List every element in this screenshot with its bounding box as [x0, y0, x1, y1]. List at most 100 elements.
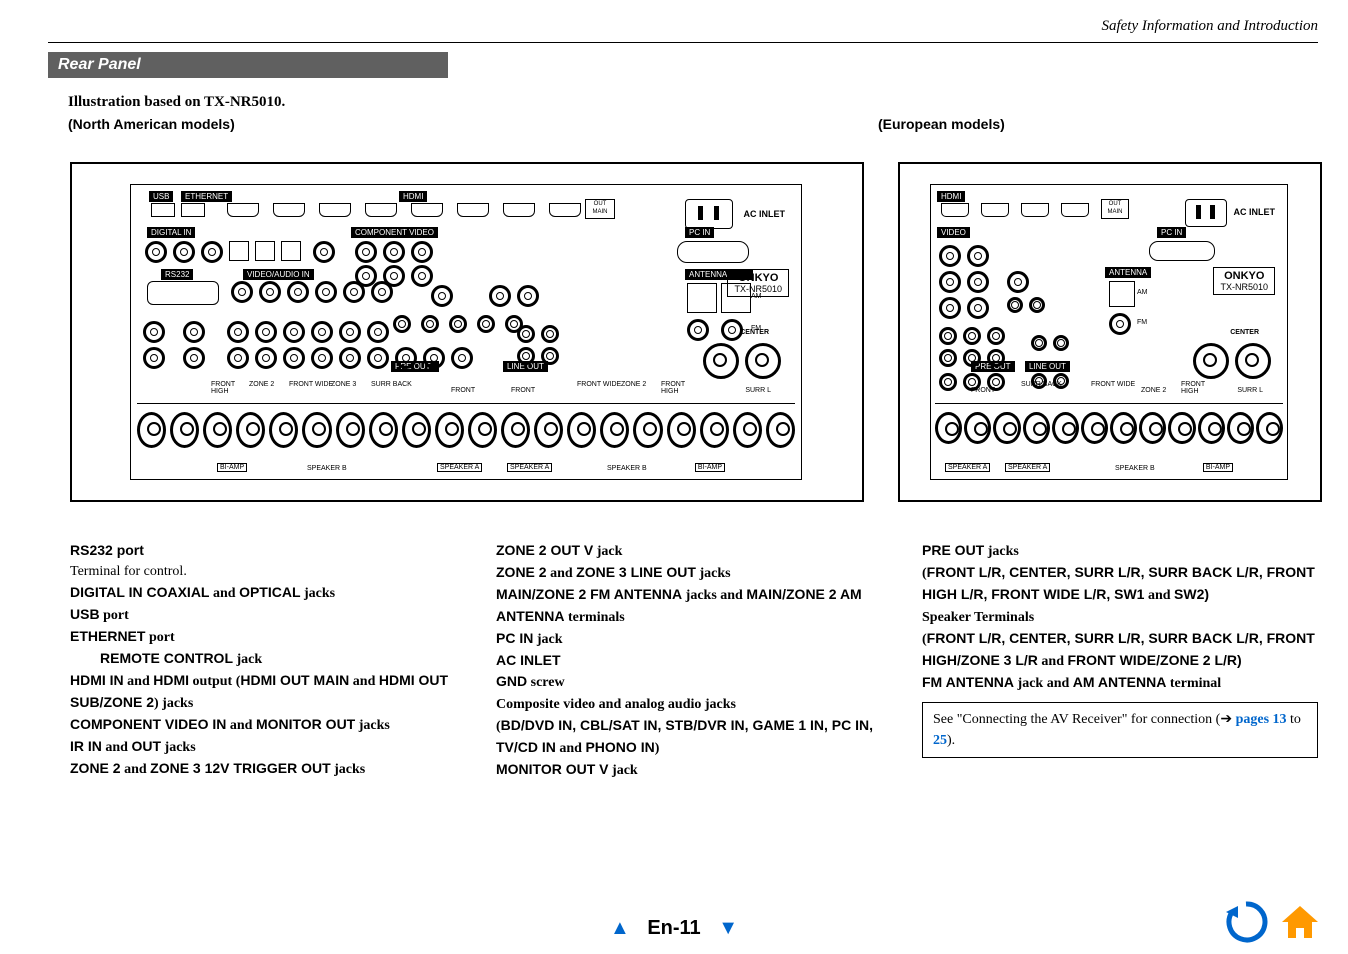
biamp-r: BI-AMP [695, 463, 725, 472]
strip-hdmi: HDMI [399, 191, 427, 202]
mid-row1 [143, 321, 389, 343]
center-pair [703, 343, 781, 379]
am-label-eu: AM [1137, 289, 1148, 296]
lbl-frontwide: FRONT WIDE [289, 381, 333, 388]
c1-terminal: Terminal for control. [70, 561, 466, 582]
lbl-zone2: ZONE 2 [249, 381, 274, 388]
out-main: OUT MAIN [585, 199, 615, 219]
page-number: En-11 [647, 917, 700, 939]
c2-l7: Composite video and analog audio jacks [496, 697, 736, 712]
c2-l8b6: TV/CD IN [496, 739, 556, 755]
lbl-front1: FRONT [451, 387, 475, 394]
next-page-icon[interactable]: ▼ [718, 917, 738, 939]
biamp-eu: BI-AMP [1203, 463, 1233, 472]
na-models-label: (North American models) [68, 116, 235, 132]
am-main [687, 283, 717, 313]
doc-section-title: Safety Information and Introduction [1101, 18, 1318, 35]
c1-h2: and [124, 674, 154, 689]
hdmi-row2 [227, 203, 581, 217]
c2-l2d: jacks [696, 566, 731, 581]
model-eu: TX-NR5010 [1220, 282, 1268, 292]
c3-l2b8: SW2 [1174, 586, 1204, 602]
eu-r5 [939, 349, 1005, 367]
c2-l8c4: , [824, 717, 832, 733]
am-zone [721, 283, 751, 313]
c3-l2c1: , [1001, 564, 1009, 580]
description-columns: RS232 port Terminal for control. DIGITAL… [70, 540, 1318, 781]
c3-l1r: jacks [984, 544, 1019, 559]
c1-ir3: OUT [131, 738, 161, 754]
note-link1[interactable]: pages 13 [1236, 712, 1287, 727]
eu-r1 [939, 245, 989, 267]
c3-l4b4: SURR BACK L/R [1148, 630, 1258, 646]
spb-l: SPEAKER B [307, 465, 347, 472]
c1-ethr: port [145, 630, 174, 645]
back-icon[interactable] [1224, 900, 1268, 944]
c3-l4b3: SURR L/R [1074, 630, 1140, 646]
c3-l4b6: FRONT WIDE/ZONE 2 L/R [1067, 652, 1237, 668]
footer-icons [1224, 900, 1322, 944]
c2-l9r: jack [609, 763, 638, 778]
eu-r2 [939, 271, 1029, 293]
note-link2[interactable]: 25 [933, 733, 947, 748]
c3-l4b2: CENTER [1009, 630, 1067, 646]
strip-pcin-eu: PC IN [1157, 227, 1186, 238]
c1-d4: jacks [301, 586, 336, 601]
ac-inlet-label-eu: AC INLET [1234, 207, 1276, 217]
c3-l2b6: FRONT WIDE L/R [991, 586, 1106, 602]
c2-l8c5: , [869, 717, 873, 733]
lbl-surrback-eu: SURR BACK [1021, 381, 1062, 388]
c3-l1: PRE OUT [922, 542, 984, 558]
lbl-fronthigh2: FRONTHIGH [661, 381, 685, 395]
pc-in-port [677, 241, 749, 263]
lbl-zone2b: ZONE 2 [621, 381, 646, 388]
ac-inlet-socket [685, 199, 733, 229]
col1: RS232 port Terminal for control. DIGITAL… [70, 540, 466, 781]
lineout-row1 [517, 325, 559, 343]
c3-l4r: ) [1237, 652, 1242, 668]
home-icon[interactable] [1278, 900, 1322, 944]
c1-h5: HDMI OUT MAIN [240, 672, 349, 688]
brand-eu: ONKYO [1220, 270, 1268, 282]
c2-l4r: jack [533, 632, 562, 647]
c3-l4b1: FRONT L/R [927, 630, 1002, 646]
c3-l2b7: SW1 [1114, 586, 1144, 602]
lbl-zone3: ZONE 3 [331, 381, 356, 388]
prev-page-icon[interactable]: ▲ [610, 917, 630, 939]
note-mid: to [1287, 712, 1301, 727]
fm-label-eu: FM [1137, 319, 1147, 326]
c2-l3a: MAIN/ZONE 2 FM ANTENNA [496, 586, 682, 602]
c2-l3b: jacks and [682, 588, 746, 603]
lbl-surrback: SURR BACK [371, 381, 412, 388]
c2-l8b1: BD/DVD IN [501, 717, 573, 733]
c1-ir2: and [102, 740, 132, 755]
lbl-frontwide2: FRONT WIDE [577, 381, 621, 388]
am-eu [1109, 281, 1135, 307]
rear-panel-eu-inner: HDMI VIDEO PC IN ANTENNA PRE OUT LINE OU… [930, 184, 1288, 480]
c3-l5b1: FM ANTENNA [922, 674, 1014, 690]
fm-main [687, 319, 709, 341]
lbl-fronthigh: FRONTHIGH [211, 381, 235, 395]
c1-ir4: jacks [161, 740, 196, 755]
strip-hdmi-eu: HDMI [937, 191, 965, 202]
spa-eu: SPEAKER A [945, 463, 990, 472]
c1-ir1: IR IN [70, 738, 102, 754]
c1-z2: and [121, 762, 151, 777]
lineout-row2 [517, 347, 559, 365]
c3-l4c4: , [1259, 630, 1267, 646]
c1-usb: USB [70, 606, 100, 622]
component-row [355, 241, 433, 263]
c3-l2b2: CENTER [1009, 564, 1067, 580]
c2-l8c1: , [572, 717, 580, 733]
c1-h4: output ( [189, 674, 240, 689]
c1-usbr: port [100, 608, 129, 623]
c3-l4c1: , [1001, 630, 1009, 646]
fm-eu [1109, 313, 1131, 335]
c1-d1: DIGITAL IN COAXIAL [70, 584, 209, 600]
c2-l8b5: PC IN [832, 717, 869, 733]
strip-digital-in: DIGITAL IN [147, 227, 195, 238]
c2-l2b: and [547, 566, 577, 581]
c2-l4: PC IN [496, 630, 533, 646]
c1-d3: OPTICAL [239, 584, 300, 600]
rear-panel-na-inner: USB ETHERNET HDMI DIGITAL IN RS232 VIDEO… [130, 184, 802, 480]
